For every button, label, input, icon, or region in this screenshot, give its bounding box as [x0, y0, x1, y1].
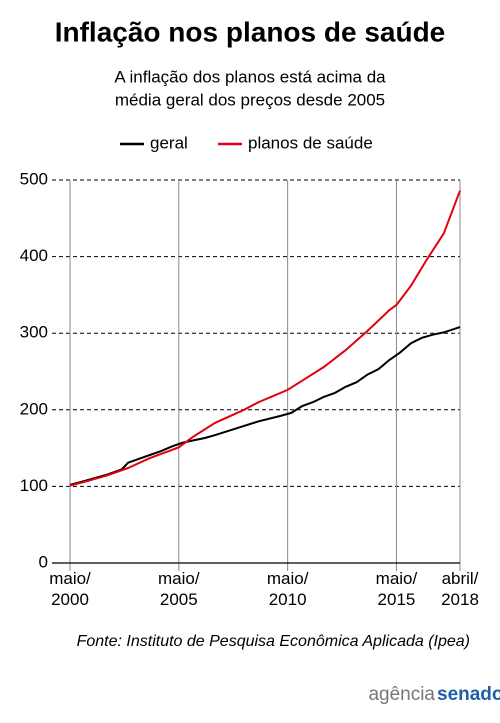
y-tick-label: 100: [20, 476, 48, 495]
x-tick-label-line: 2010: [269, 590, 307, 609]
x-tick-label: maio/2000: [49, 569, 91, 609]
series-line: [69, 326, 461, 486]
x-tick-label-line: 2005: [160, 590, 198, 609]
source: Fonte: Instituto de Pesquisa Econômica A…: [77, 633, 470, 650]
x-tick-label-line: 2000: [51, 590, 89, 609]
y-tick-label: 400: [20, 246, 48, 265]
x-tick-label: abril/2018: [441, 569, 479, 609]
y-tick-label: 0: [39, 552, 48, 571]
y-tick-label: 200: [20, 399, 48, 418]
x-tick-label-line: maio/: [267, 569, 309, 588]
x-tick-label-line: maio/: [158, 569, 200, 588]
series-line: [69, 190, 461, 487]
x-tick-label: maio/2005: [158, 569, 200, 609]
subtitle: média geral dos preços desde 2005: [115, 90, 385, 109]
x-tick-label: maio/2015: [376, 569, 418, 609]
x-tick-label-line: 2018: [441, 590, 479, 609]
subtitle: A inflação dos planos está acima da: [114, 67, 386, 86]
x-tick-label-line: 2015: [378, 590, 416, 609]
x-tick-label-line: maio/: [376, 569, 418, 588]
x-tick-label-line: maio/: [49, 569, 91, 588]
legend-label: planos de saúde: [248, 133, 373, 152]
y-tick-label: 300: [20, 323, 48, 342]
logo-part: senado: [437, 684, 500, 705]
chart-title: Inflação nos planos de saúde: [55, 16, 446, 47]
x-tick-label: maio/2010: [267, 569, 309, 609]
x-tick-label-line: abril/: [442, 569, 479, 588]
y-tick-label: 500: [20, 169, 48, 188]
logo-part: agência: [368, 684, 435, 705]
legend-label: geral: [150, 133, 188, 152]
